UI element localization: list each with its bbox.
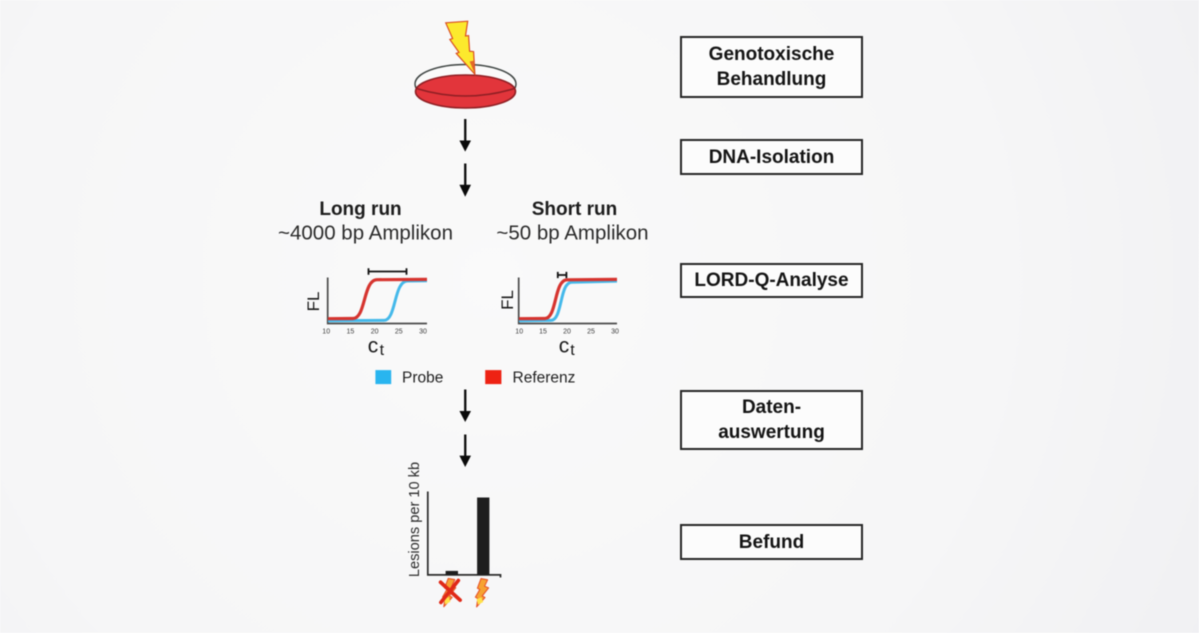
svg-text:t: t [570, 342, 575, 359]
svg-text:Lesions per 10 kb: Lesions per 10 kb [407, 462, 423, 577]
svg-text:Short run: Short run [532, 199, 618, 220]
svg-text:t: t [380, 342, 385, 359]
svg-text:Probe: Probe [402, 370, 443, 387]
svg-text:20: 20 [371, 329, 379, 336]
svg-text:c: c [368, 334, 379, 357]
svg-text:15: 15 [347, 329, 355, 336]
svg-text:30: 30 [611, 329, 619, 336]
svg-text:15: 15 [539, 329, 547, 336]
svg-text:25: 25 [587, 329, 595, 336]
svg-text:~50 bp Amplikon: ~50 bp Amplikon [496, 222, 648, 245]
svg-text:Long run: Long run [319, 199, 401, 220]
svg-text:10: 10 [322, 329, 330, 336]
svg-text:Referenz: Referenz [513, 370, 576, 387]
svg-text:10: 10 [515, 329, 523, 336]
svg-text:30: 30 [419, 329, 427, 336]
svg-text:c: c [559, 334, 570, 357]
svg-text:FL: FL [304, 292, 323, 312]
svg-text:~4000 bp Amplikon: ~4000 bp Amplikon [278, 222, 453, 245]
svg-text:FL: FL [498, 290, 517, 310]
svg-text:20: 20 [563, 329, 571, 336]
svg-text:25: 25 [395, 329, 403, 336]
